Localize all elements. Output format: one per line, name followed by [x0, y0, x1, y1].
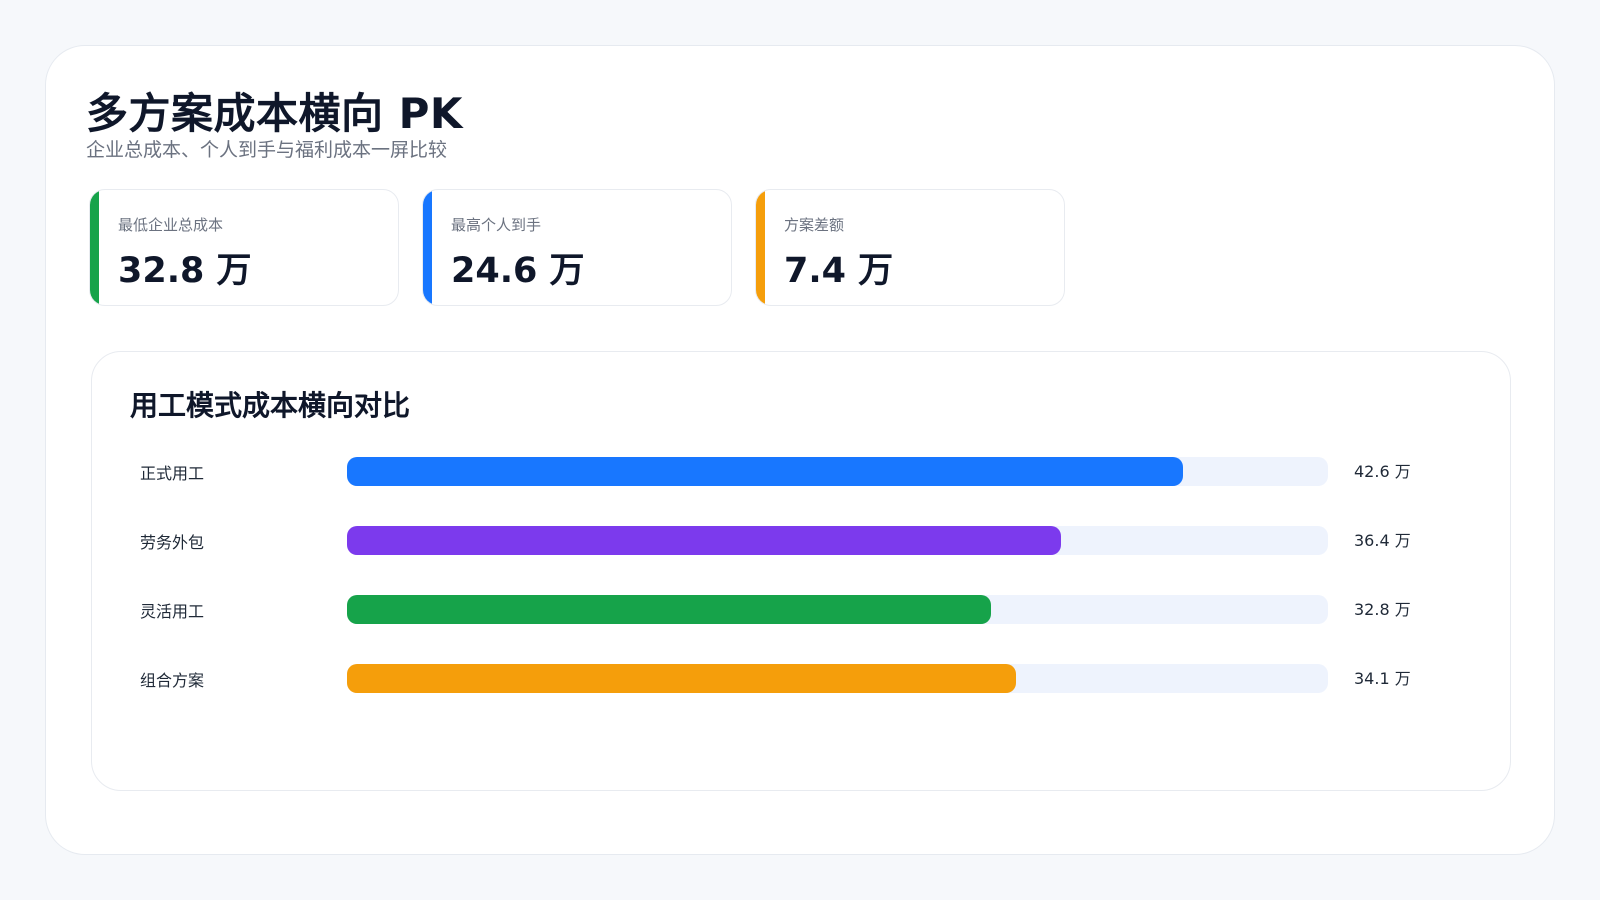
- bar-value-label: 32.8 万: [1354, 600, 1411, 619]
- kpi-value: 32.8 万: [118, 251, 252, 291]
- bar-track: [347, 595, 1328, 624]
- bar-label: 组合方案: [140, 671, 205, 690]
- kpi-accent-bar: [423, 190, 432, 305]
- bar-track: [347, 526, 1328, 555]
- kpi-label: 最低企业总成本: [118, 216, 224, 234]
- kpi-label: 方案差额: [784, 216, 845, 234]
- bar: [347, 595, 991, 624]
- main-card: 多方案成本横向 PK 企业总成本、个人到手与福利成本一屏比较 最低企业总成本 3…: [45, 45, 1555, 855]
- kpi-accent-bar: [90, 190, 99, 305]
- bar-value-label: 42.6 万: [1354, 462, 1411, 481]
- kpi-value: 24.6 万: [451, 251, 585, 291]
- kpi-value: 7.4 万: [784, 251, 894, 291]
- bar-label: 劳务外包: [140, 533, 205, 552]
- bar-value-label: 36.4 万: [1354, 531, 1411, 550]
- chart-panel: 用工模式成本横向对比 正式用工 42.6 万劳务外包 36.4 万灵活用工 32.8 …: [91, 351, 1511, 791]
- kpi-card-highest-take-home: 最高个人到手 24.6 万: [422, 189, 732, 306]
- page-title: 多方案成本横向 PK: [86, 89, 463, 138]
- bar-track: [347, 457, 1328, 486]
- bar-label: 灵活用工: [140, 602, 205, 621]
- bar: [347, 526, 1062, 555]
- bar: [347, 664, 1017, 693]
- chart-title: 用工模式成本横向对比: [130, 389, 411, 422]
- kpi-card-lowest-cost: 最低企业总成本 32.8 万: [89, 189, 399, 306]
- kpi-card-difference: 方案差额 7.4 万: [755, 189, 1065, 306]
- page-subtitle: 企业总成本、个人到手与福利成本一屏比较: [86, 139, 448, 161]
- kpi-label: 最高个人到手: [451, 216, 542, 234]
- bar-label: 正式用工: [140, 464, 205, 483]
- bar: [347, 457, 1183, 486]
- bar-track: [347, 664, 1328, 693]
- bar-value-label: 34.1 万: [1354, 669, 1411, 688]
- kpi-accent-bar: [756, 190, 765, 305]
